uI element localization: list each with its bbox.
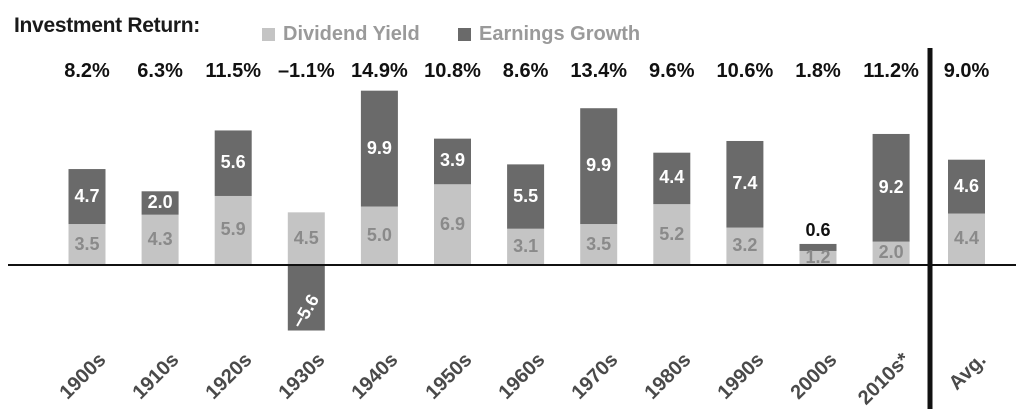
bar-earnings-growth-2000s <box>799 243 837 251</box>
legend-earnings-growth: Earnings Growth <box>458 22 640 46</box>
legend-swatch-earnings-growth <box>458 27 471 41</box>
legend-swatch-dividend-yield <box>262 27 275 41</box>
data-label-earnings-growth: 4.6 <box>953 175 980 196</box>
data-label-earnings-growth: 9.2 <box>878 176 904 197</box>
bar-earnings-growth-1990s <box>726 140 764 228</box>
chart-title: Investment Return: <box>14 14 200 37</box>
total-label: 11.5% <box>205 60 261 82</box>
bar-earnings-growth-1960s <box>507 164 545 229</box>
data-label-earnings-growth: 3.9 <box>439 150 466 171</box>
total-label: 1.8% <box>795 60 841 82</box>
data-label-dividend-yield: 3.5 <box>586 233 612 254</box>
data-label-dividend-yield: 1.2 <box>805 246 831 267</box>
data-label-dividend-yield: 3.5 <box>74 233 100 254</box>
bar-dividend-yield-1900s <box>68 224 106 265</box>
bar-earnings-growth-1910s <box>141 191 179 215</box>
legend-label-dividend-yield: Dividend Yield <box>283 22 420 45</box>
total-label: 10.8% <box>424 60 481 82</box>
data-label-earnings-growth: 9.9 <box>366 137 392 158</box>
data-label-earnings-growth: 2.0 <box>147 191 173 212</box>
data-label-earnings-growth: 5.5 <box>513 185 539 206</box>
bar-dividend-yield-1970s <box>580 224 618 265</box>
total-label: 10.6% <box>716 60 774 82</box>
bar-dividend-yield-1920s <box>214 195 252 265</box>
bar-earnings-growth-1900s <box>68 169 106 225</box>
bar-earnings-growth-Avg. <box>948 159 985 214</box>
bar-earnings-growth-1970s <box>580 108 618 225</box>
bar-dividend-yield-1990s <box>726 227 764 265</box>
data-label-dividend-yield: 2.0 <box>878 242 904 263</box>
data-label-dividend-yield: 5.0 <box>366 224 392 245</box>
bar-dividend-yield-1980s <box>653 204 691 265</box>
data-label-earnings-growth: 4.7 <box>74 185 100 206</box>
total-label: 11.2% <box>863 60 919 82</box>
data-label-dividend-yield: 6.9 <box>439 213 466 234</box>
data-label-earnings-growth: 0.6 <box>805 219 831 240</box>
bar-dividend-yield-1960s <box>507 228 545 265</box>
data-label-dividend-yield: 3.2 <box>732 235 758 256</box>
bar-earnings-growth-2010s* <box>872 133 910 242</box>
total-label: 9.0% <box>943 60 990 82</box>
total-label: 13.4% <box>570 60 628 82</box>
bar-earnings-growth-1930s <box>287 265 325 331</box>
data-label-earnings-growth: 4.4 <box>659 167 685 188</box>
bar-dividend-yield-Avg. <box>948 213 985 265</box>
total-label: 6.3% <box>137 60 183 82</box>
bar-dividend-yield-1930s <box>287 212 325 265</box>
data-label-dividend-yield: 5.9 <box>220 219 246 240</box>
total-label: –1.1% <box>277 60 335 82</box>
bar-earnings-growth-1980s <box>653 152 691 205</box>
data-label-dividend-yield: 5.2 <box>659 223 685 244</box>
data-label-earnings-growth: 5.6 <box>220 152 246 173</box>
total-label: 8.6% <box>502 60 549 82</box>
bar-dividend-yield-1940s <box>360 206 398 265</box>
bar-dividend-yield-2010s* <box>872 241 910 265</box>
total-label: 8.2% <box>64 60 110 82</box>
data-label-earnings-growth: 9.9 <box>586 155 612 176</box>
data-label-dividend-yield: 4.4 <box>953 228 980 249</box>
total-label: 14.9% <box>351 60 408 82</box>
data-label-earnings-growth: 7.4 <box>732 173 758 194</box>
bar-dividend-yield-1950s <box>434 184 471 265</box>
bar-earnings-growth-1950s <box>434 138 471 185</box>
legend-label-earnings-growth: Earnings Growth <box>479 22 641 45</box>
bar-dividend-yield-1910s <box>141 214 179 265</box>
data-label-dividend-yield: 4.3 <box>147 228 173 249</box>
bar-earnings-growth-1920s <box>214 130 252 196</box>
legend-dividend-yield: Dividend Yield <box>262 22 420 46</box>
data-label-dividend-yield: 3.1 <box>513 235 539 256</box>
bar-earnings-growth-1940s <box>360 90 398 207</box>
data-label-dividend-yield: 4.5 <box>293 227 319 248</box>
bar-dividend-yield-2000s <box>799 250 837 265</box>
total-label: 9.6% <box>649 60 695 82</box>
